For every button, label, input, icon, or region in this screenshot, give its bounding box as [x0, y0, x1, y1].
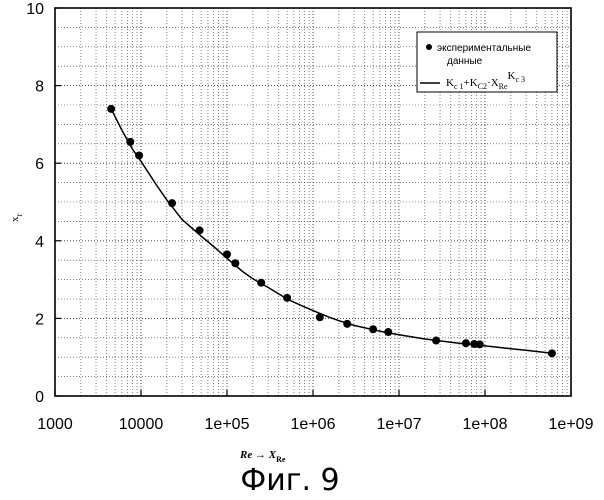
data-point: [462, 339, 470, 347]
y-tick-label: 4: [35, 234, 44, 251]
y-tick-label: 0: [35, 389, 44, 406]
legend-fit-x: X: [491, 77, 499, 89]
y-tick-label: 10: [26, 1, 44, 18]
data-point: [231, 259, 239, 267]
data-point: [196, 226, 204, 234]
fit-curve: [111, 109, 552, 353]
legend-fit-c1: c 1: [454, 82, 464, 91]
legend-fit-k3: K: [508, 70, 516, 82]
y-tick-label: 8: [35, 79, 44, 96]
data-point: [223, 250, 231, 258]
legend-fit-k2: K: [470, 77, 478, 89]
data-point: [432, 337, 440, 345]
legend-fit-c2: C2: [478, 82, 487, 91]
data-point: [369, 325, 377, 333]
data-point: [384, 328, 392, 336]
x-tick-label: 10000: [119, 416, 164, 433]
y-tick-label: 6: [35, 156, 44, 173]
data-point: [343, 320, 351, 328]
x-tick-label: 1e+05: [205, 416, 250, 433]
x-axis-label: Re → XRe: [239, 449, 286, 464]
fit-curve-layer: [111, 109, 552, 353]
legend-fit-re: Re: [499, 82, 508, 91]
x-axis-label-base: Re → X: [239, 449, 277, 461]
data-point: [283, 294, 291, 302]
legend-fit-c3: c 3: [516, 75, 526, 84]
data-point: [126, 138, 134, 146]
x-tick-label: 1e+09: [549, 416, 594, 433]
x-tick-label: 1e+08: [463, 416, 508, 433]
legend: экспериментальные данные Kc 1+KC2·XReKc …: [417, 32, 557, 92]
y-tick-label: 2: [35, 311, 44, 328]
data-point: [135, 151, 143, 159]
legend-marker-scatter: [426, 44, 432, 50]
legend-scatter-label-line1: экспериментальные: [437, 43, 531, 54]
figure-caption: Фиг. 9: [240, 463, 339, 498]
data-points-layer: [107, 105, 556, 357]
x-tick-label: 1000: [37, 416, 73, 433]
y-axis-label-sub: r: [14, 214, 24, 217]
data-point: [107, 105, 115, 113]
data-point: [316, 313, 324, 321]
x-tick-label: 1e+07: [377, 416, 422, 433]
x-tick-label: 1e+06: [291, 416, 336, 433]
legend-fit-k1: K: [446, 77, 454, 89]
data-point: [476, 340, 484, 348]
legend-scatter-label-line2: данные: [447, 56, 483, 67]
data-point: [257, 279, 265, 287]
y-axis-label: xr: [9, 214, 24, 223]
data-point: [548, 349, 556, 357]
data-point: [168, 199, 176, 207]
